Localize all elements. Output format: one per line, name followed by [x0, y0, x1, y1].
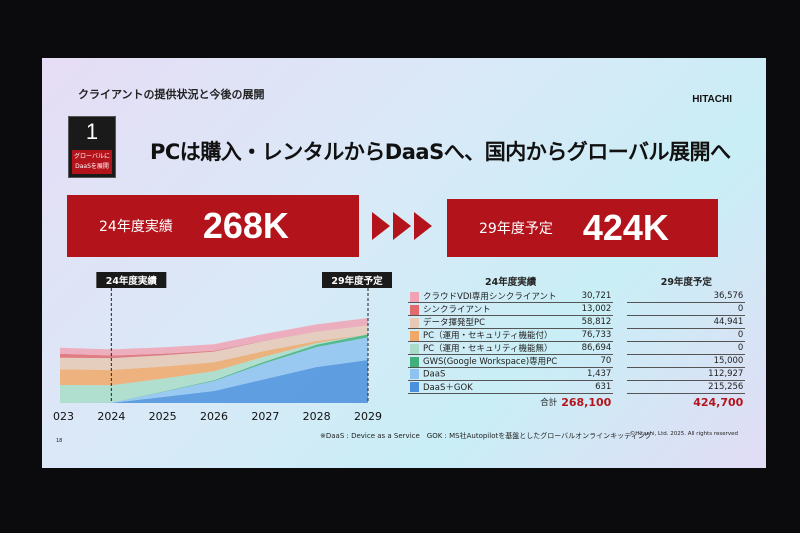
- actual-cell: 58,812: [559, 315, 614, 329]
- footnote: ※DaaS : Device as a Service GOK : MS社Aut…: [320, 432, 652, 440]
- badge-number: 1: [85, 119, 99, 144]
- table-row: クラウドVDI専用シンクライアント 30,721 36,576: [408, 290, 746, 303]
- x-tick-label: 2027: [251, 410, 279, 423]
- area-series-4: [60, 334, 368, 386]
- legend-swatch: [410, 356, 419, 367]
- marker-label: 24年度実績: [106, 275, 158, 287]
- area-series-3: [60, 334, 368, 403]
- page-number: 18: [56, 438, 63, 444]
- area-series-7: [60, 318, 368, 356]
- actual-banner: 24年度実績 268K: [67, 195, 359, 257]
- marker-box: [96, 272, 167, 288]
- legend-swatch: [410, 343, 419, 354]
- legend-swatch: [410, 304, 419, 315]
- area-series-6: [60, 325, 368, 359]
- total-label: 合計: [540, 398, 558, 409]
- plan-value: 424K: [582, 207, 669, 248]
- copyright: ©Hitachi, Ltd. 2025. All rights reserved: [629, 431, 738, 437]
- row-label: PC（運用・セキュリティ機能付）: [423, 331, 553, 341]
- actual-label: 24年度実績: [99, 219, 173, 235]
- x-tick-label: 2029: [354, 410, 382, 423]
- section-title: クライアントの提供状況と今後の展開: [78, 88, 265, 101]
- x-tick-label: 2024: [97, 410, 125, 423]
- row-label: データ揮発型PC: [423, 318, 486, 328]
- plan-cell: 36,576: [627, 290, 746, 303]
- actual-cell: 70: [559, 354, 614, 368]
- x-tick-label: 2025: [149, 410, 177, 423]
- actual-cell: 76,733: [559, 328, 614, 342]
- arrow-icon: [372, 212, 435, 244]
- x-tick-label: 2026: [200, 410, 228, 423]
- header-plan: 29年度予定: [660, 277, 712, 288]
- table-row: PC（運用・セキュリティ機能無） 86,694 0: [408, 341, 746, 355]
- actual-value: 268K: [202, 205, 289, 246]
- plan-cell: 215,256: [627, 380, 746, 394]
- legend-swatch: [410, 291, 419, 302]
- hitachi-logo: HITACHI: [692, 94, 732, 105]
- x-tick-label: 2028: [303, 410, 331, 423]
- total-actual: 268,100: [561, 395, 612, 409]
- legend-swatch: [410, 317, 419, 328]
- table-row: データ揮発型PC 58,812 44,941: [408, 315, 746, 329]
- area-series-0: [60, 359, 368, 403]
- marker-box: [322, 272, 392, 288]
- plan-cell: 0: [627, 302, 746, 316]
- actual-cell: 1,437: [559, 367, 614, 381]
- legend-swatch: [410, 368, 419, 379]
- total-row: 合計 268,100 424,700: [408, 393, 745, 411]
- row-label: GWS(Google Workspace)専用PC: [423, 357, 558, 367]
- data-table: 24年度実績 29年度予定 クラウドVDI専用シンクライアント 30,721 36,…: [408, 272, 746, 411]
- total-plan: 424,700: [693, 395, 744, 409]
- presentation-slide: クライアントの提供状況と今後の展開 HITACHI 1 グローバルに DaaSを…: [42, 58, 766, 468]
- area-series-1: [60, 337, 368, 403]
- row-label: DaaS＋GOK: [423, 382, 473, 393]
- row-label: シンクライアント: [423, 305, 491, 315]
- table-row: DaaS＋GOK 631 215,256: [408, 380, 746, 394]
- actual-cell: 86,694: [559, 341, 614, 355]
- legend-swatch: [410, 330, 419, 341]
- actual-cell: 631: [559, 380, 614, 394]
- table-row: シンクライアント 13,002 0: [408, 302, 746, 316]
- plan-cell: 44,941: [627, 315, 746, 329]
- marker-label: 29年度予定: [331, 275, 383, 287]
- plan-cell: 0: [627, 341, 746, 355]
- section-badge: 1 グローバルに DaaSを展開: [68, 116, 116, 178]
- badge-caption: グローバルに DaaSを展開: [72, 150, 112, 174]
- plan-cell: 112,927: [627, 367, 746, 381]
- table-row: PC（運用・セキュリティ機能付） 76,733 0: [408, 328, 746, 342]
- header-actual: 24年度実績: [485, 277, 537, 288]
- x-tick-label: 2023: [52, 410, 74, 423]
- row-label: PC（運用・セキュリティ機能無）: [423, 344, 553, 354]
- actual-cell: 30,721: [559, 290, 614, 303]
- plan-label: 29年度予定: [479, 221, 553, 237]
- table-row: GWS(Google Workspace)専用PC 70 15,000: [408, 354, 746, 368]
- row-label: DaaS: [423, 369, 446, 379]
- legend-swatch: [410, 382, 419, 392]
- plan-cell: 0: [627, 328, 746, 342]
- actual-cell: 13,002: [559, 302, 614, 316]
- area-series-2: [60, 334, 368, 403]
- headline: PCは購入・レンタルからDaaSへ、国内からグローバル展開へ: [150, 140, 731, 164]
- stacked-area-chart: 2023 2024 2025 2026 2027 2028 2029 24年度実績 29年度予定: [52, 272, 392, 423]
- area-series-5: [60, 325, 368, 370]
- plan-cell: 15,000: [627, 354, 746, 368]
- plan-banner: 29年度予定 424K: [447, 199, 718, 257]
- table-row: DaaS 1,437 112,927: [408, 367, 746, 381]
- row-label: クラウドVDI専用シンクライアント: [423, 292, 557, 302]
